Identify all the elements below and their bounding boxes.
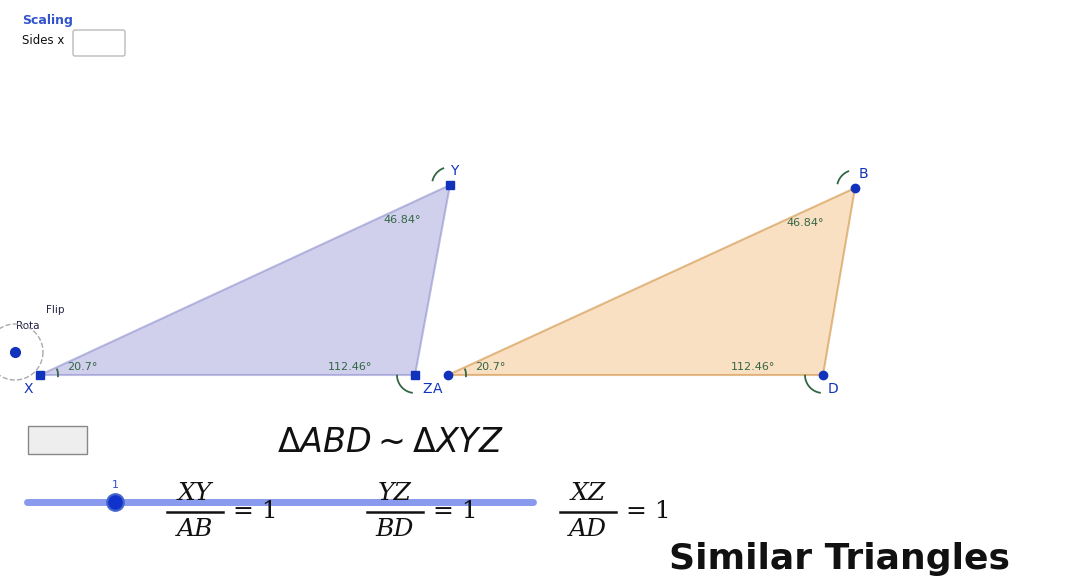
Text: YZ: YZ [378,483,412,505]
Text: 46.84°: 46.84° [383,215,421,225]
Polygon shape [448,188,855,375]
FancyBboxPatch shape [28,426,87,455]
Text: Rota: Rota [16,321,40,331]
Text: 20.7°: 20.7° [475,362,506,372]
Text: D: D [827,382,838,396]
Text: = 1: = 1 [233,501,278,524]
Text: = 1: = 1 [433,501,478,524]
Text: = 1: = 1 [626,501,670,524]
Text: Sides x: Sides x [22,34,65,47]
Text: A: A [434,382,442,396]
Text: BD: BD [376,518,414,542]
FancyBboxPatch shape [73,30,125,56]
Text: AD: AD [569,518,607,542]
Text: Z: Z [422,382,431,396]
Text: 112.46°: 112.46° [328,362,372,372]
Text: Flip: Flip [46,305,65,315]
Text: Scaling: Scaling [22,14,73,27]
Text: 1: 1 [96,36,102,50]
Text: 20.7°: 20.7° [67,362,97,372]
Text: Reset: Reset [41,433,74,447]
Text: 46.84°: 46.84° [787,218,824,228]
Text: $\Delta ABD \sim \Delta XYZ$: $\Delta ABD \sim \Delta XYZ$ [277,426,504,459]
Polygon shape [40,185,450,375]
Text: AB: AB [176,518,213,542]
Text: Similar Triangles: Similar Triangles [669,542,1009,576]
Text: X: X [24,382,32,396]
Text: B: B [859,167,868,181]
Text: Y: Y [450,164,458,178]
Text: 1: 1 [112,480,119,490]
Text: XZ: XZ [570,483,606,505]
Text: XY: XY [178,483,212,505]
Text: 112.46°: 112.46° [731,362,775,372]
